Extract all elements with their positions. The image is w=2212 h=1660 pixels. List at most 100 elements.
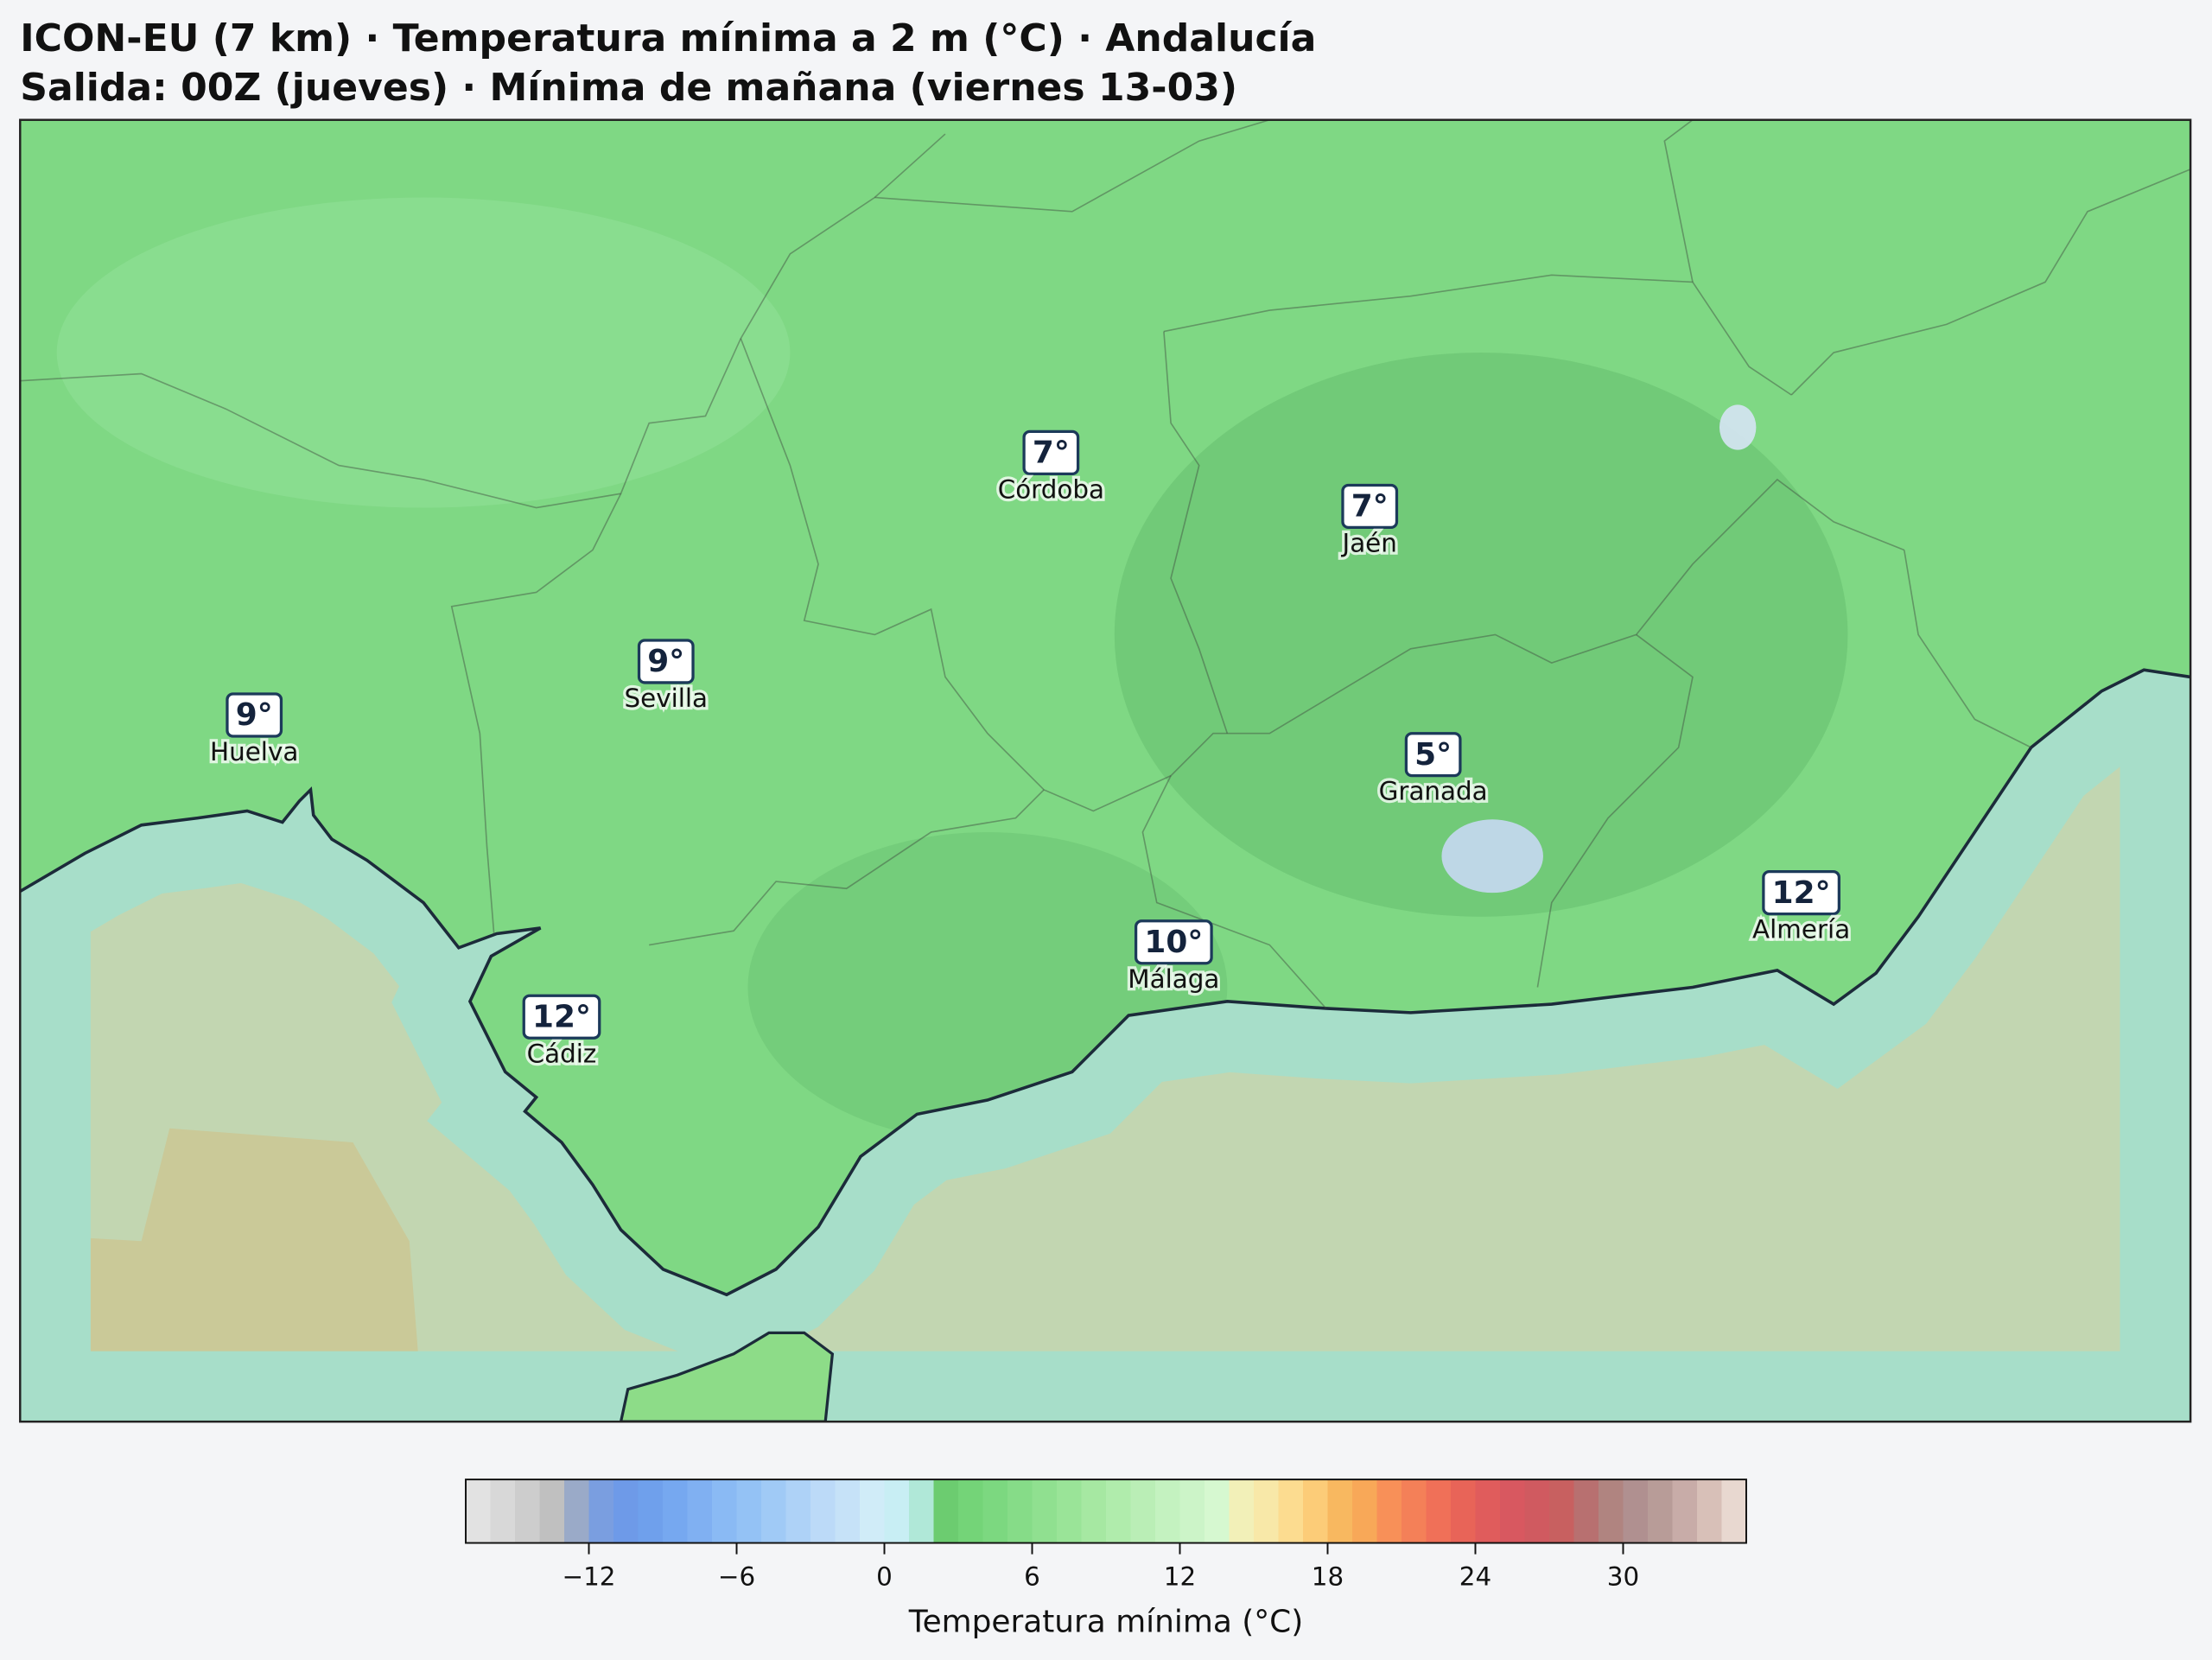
city: 12° Almería <box>1750 870 1853 947</box>
city-temp: 10° <box>1144 925 1203 960</box>
city: 9° Sevilla <box>621 639 710 716</box>
city-name: Málaga <box>1128 964 1219 994</box>
colorbar-tick-label: 18 <box>1312 1561 1344 1591</box>
temp-box <box>1022 429 1080 476</box>
city-name: Sevilla <box>625 684 709 713</box>
temp-box <box>522 994 601 1040</box>
colorbar-segment <box>835 1479 861 1543</box>
colorbar-segment <box>1696 1479 1723 1543</box>
city-temp: 9° <box>647 644 684 679</box>
city: 5° Granada <box>1376 732 1491 809</box>
coastline <box>20 668 2191 1297</box>
city-temp: 7° <box>1033 436 1070 471</box>
colorbar-segment <box>909 1479 935 1543</box>
city-temp: 5° <box>1414 737 1452 773</box>
colorbar-segment <box>1426 1479 1452 1543</box>
city-name: Almería <box>1752 915 1850 944</box>
colorbar: −12 −6 0 6 12 18 24 30 <box>466 1479 1747 1591</box>
city-name: Granada <box>1379 777 1488 806</box>
land-shade <box>1114 353 1848 917</box>
colorbar-segment <box>687 1479 713 1543</box>
temp-box <box>1404 732 1462 778</box>
map-frame <box>19 118 2192 1423</box>
city-temp: 12° <box>1772 875 1831 911</box>
colorbar-segment <box>1499 1479 1526 1543</box>
colorbar-segment <box>1475 1479 1501 1543</box>
temp-box <box>1762 870 1841 916</box>
colorbar-segment <box>1007 1479 1033 1543</box>
colorbar-tick-label: −6 <box>718 1561 755 1591</box>
city-name: Cádiz <box>527 1039 597 1068</box>
colorbar-segment <box>1057 1479 1083 1543</box>
temp-box <box>1134 919 1213 965</box>
colorbar-segment <box>564 1479 590 1543</box>
colorbar-segment <box>1623 1479 1649 1543</box>
colorbar-segment <box>1524 1479 1550 1543</box>
colorbar-segment <box>1302 1479 1329 1543</box>
colorbar-segment <box>490 1479 516 1543</box>
city: 10° Málaga <box>1125 919 1223 996</box>
colorbar-label: Temperatura mínima (°C) <box>908 1604 1303 1639</box>
colorbar-segment <box>1253 1479 1280 1543</box>
colorbar-segment <box>1278 1479 1304 1543</box>
snow-area <box>1441 819 1543 894</box>
snow-area <box>1719 404 1757 450</box>
land-shade <box>56 197 791 508</box>
colorbar-tick-label: 12 <box>1164 1561 1196 1591</box>
colorbar-tick-label: 30 <box>1607 1561 1639 1591</box>
colorbar-segment <box>860 1479 886 1543</box>
colorbar-segment <box>539 1479 565 1543</box>
colorbar-frame <box>465 1479 1747 1544</box>
city-name: Jaén <box>1341 528 1397 557</box>
colorbar-segment <box>958 1479 984 1543</box>
colorbar-segment <box>1327 1479 1353 1543</box>
colorbar-segment <box>1598 1479 1624 1543</box>
colorbar-tick-label: 6 <box>1024 1561 1040 1591</box>
colorbar-segment <box>638 1479 664 1543</box>
colorbar-segment <box>1179 1479 1205 1543</box>
city-temp: 7° <box>1351 489 1389 525</box>
colorbar-segment <box>933 1479 959 1543</box>
colorbar-segment <box>1130 1479 1156 1543</box>
city-temp: 12° <box>532 999 591 1034</box>
colorbar-segment <box>1229 1479 1255 1543</box>
colorbar-segment <box>1672 1479 1698 1543</box>
colorbar-segment <box>1351 1479 1378 1543</box>
temp-box <box>637 639 695 684</box>
colorbar-segment <box>588 1479 614 1543</box>
colorbar-segment <box>1032 1479 1058 1543</box>
colorbar-segment <box>1081 1479 1107 1543</box>
colorbar-segment <box>761 1479 787 1543</box>
colorbar-segment <box>1647 1479 1674 1543</box>
colorbar-segment <box>515 1479 541 1543</box>
colorbar-segment <box>1401 1479 1427 1543</box>
city: 7° Jaén <box>1338 483 1400 561</box>
colorbar-segment <box>1106 1479 1132 1543</box>
colorbar-segment <box>736 1479 762 1543</box>
colorbar-tick-label: 24 <box>1459 1561 1491 1591</box>
africa-coast <box>619 1331 835 1422</box>
province-borders <box>20 119 2191 1009</box>
colorbar-tick-label: −12 <box>563 1561 616 1591</box>
city: 9° Huelva <box>207 692 302 769</box>
colorbar-segment <box>466 1479 492 1543</box>
subtitle: Salida: 00Z (jueves) · Mínima de mañana … <box>20 66 1237 110</box>
colorbar-segment <box>785 1479 811 1543</box>
colorbar-segment <box>1376 1479 1402 1543</box>
colorbar-segment <box>1450 1479 1477 1543</box>
colorbar-segment <box>884 1479 910 1543</box>
city: 12° Cádiz <box>522 994 601 1072</box>
city: 7°Córdoba <box>995 429 1107 507</box>
temp-box <box>1341 483 1399 530</box>
city-name: Huelva <box>210 737 298 766</box>
title: ICON-EU (7 km) · Temperatura mínima a 2 … <box>20 16 1316 60</box>
colorbar-segment <box>1204 1479 1230 1543</box>
city-name: Córdoba <box>998 474 1104 504</box>
colorbar-segment <box>712 1479 738 1543</box>
colorbar-tick-label: 0 <box>876 1561 893 1591</box>
colorbar-segment <box>1154 1479 1181 1543</box>
sea-warm <box>20 1128 424 1422</box>
